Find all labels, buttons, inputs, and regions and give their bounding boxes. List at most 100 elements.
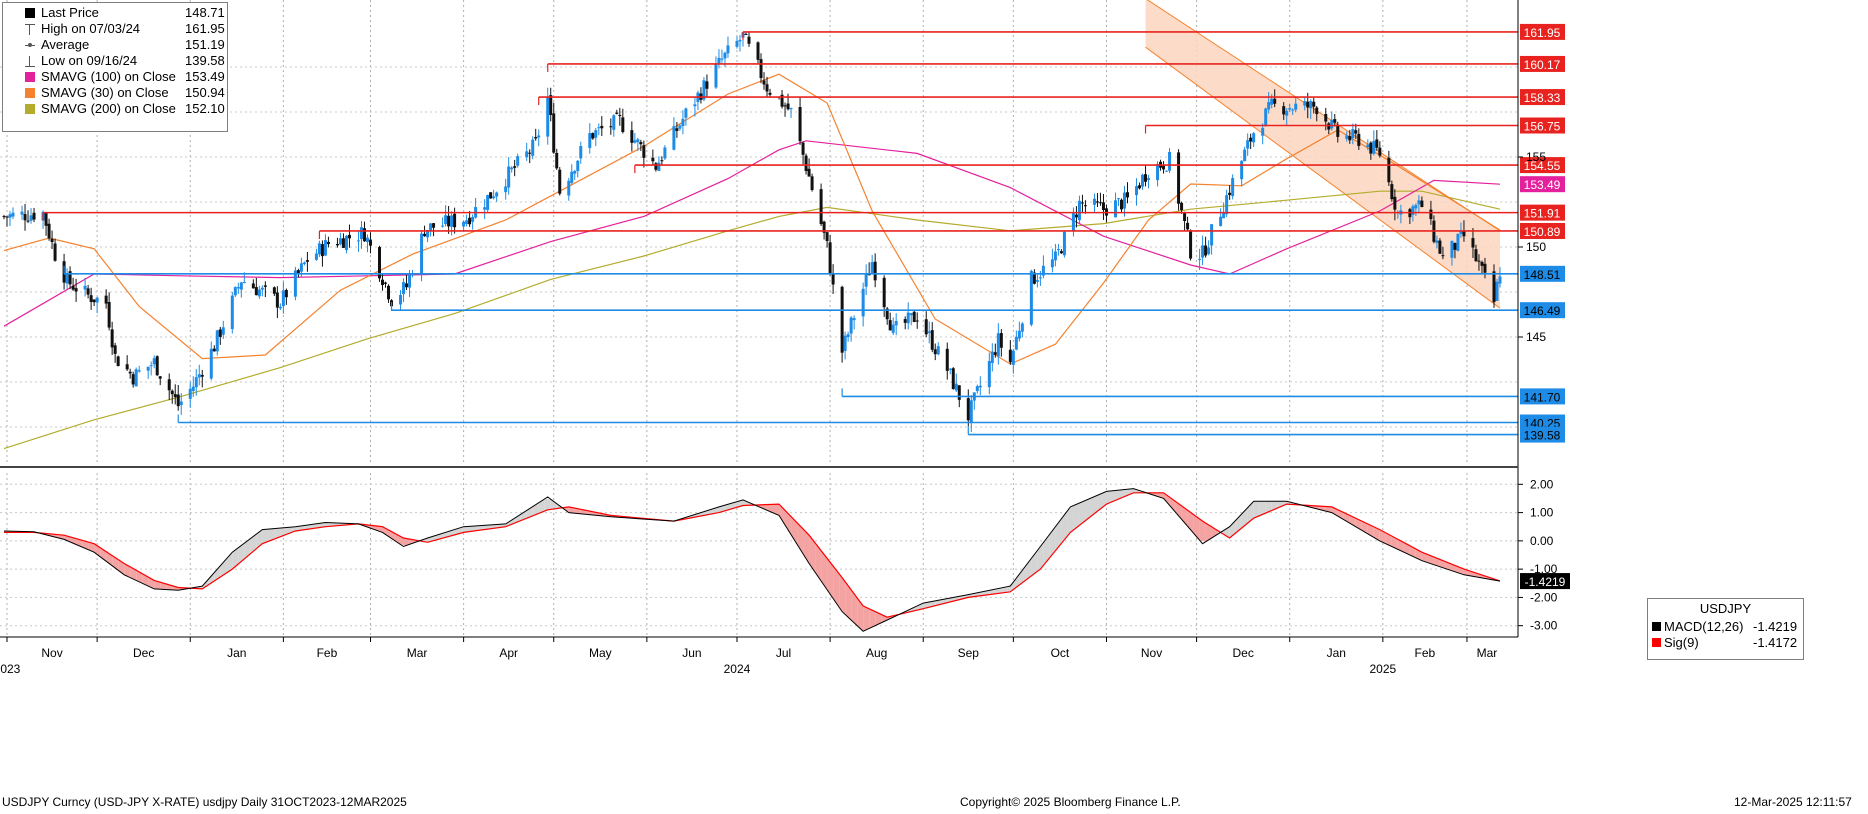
candle-up [996, 333, 1000, 357]
macd-fill-band [568, 506, 575, 514]
candle-up [365, 237, 369, 242]
legend-label: Average [41, 37, 90, 52]
macd-fill-band [1253, 501, 1260, 519]
candle-down [609, 126, 613, 128]
macd-tick-label: -2.00 [1530, 590, 1558, 604]
macd-fill-band [1265, 501, 1272, 514]
candle-up [323, 240, 327, 256]
candle-up [1345, 135, 1349, 139]
candle-up [1246, 140, 1250, 149]
candle-up [1029, 270, 1033, 325]
candle-up [714, 63, 718, 88]
footer-ticker-info: USDJPY Curncy (USD-JPY X-RATE) usdjpy Da… [2, 795, 407, 809]
macd-fill-band [1175, 501, 1182, 520]
level-label-box [1520, 204, 1565, 221]
candle-down [110, 329, 114, 348]
candle-down [125, 364, 129, 370]
candle-up [891, 324, 895, 333]
macd-fill-band [742, 499, 749, 506]
candle-up [1240, 160, 1244, 180]
candle-up [242, 281, 246, 283]
macd-fill-band [1397, 539, 1404, 553]
candle-down [930, 330, 934, 350]
footer-copyright: Copyright© 2025 Bloomberg Finance L.P. [960, 795, 1181, 809]
channel-upper-line [1146, 0, 1501, 232]
candle-up [975, 386, 979, 392]
candle-up [293, 270, 297, 297]
level-label: 139.58 [1524, 429, 1561, 443]
candle-down [762, 80, 766, 85]
macd-fill-band [136, 570, 143, 584]
candle-up [1050, 259, 1054, 268]
legend-value: 152.10 [185, 101, 225, 116]
red-square-icon [1652, 638, 1661, 647]
level-label-box [1520, 157, 1565, 174]
candle-down [1144, 174, 1148, 182]
macd-fill-band [1025, 558, 1032, 581]
candle-down [1098, 202, 1102, 204]
candle-up [233, 287, 237, 296]
candle-up [152, 358, 156, 365]
candle-down [651, 157, 655, 162]
candle-up [1135, 186, 1139, 196]
candle-up [525, 151, 529, 158]
candle-down [819, 189, 823, 225]
candle-up [1225, 195, 1229, 215]
candle-down [1474, 249, 1478, 262]
month-label: Sep [958, 646, 980, 660]
month-label: Jun [682, 646, 701, 660]
signal-line [4, 492, 1501, 618]
candle-up [1291, 109, 1295, 111]
candle-up [402, 282, 406, 295]
candle-up [1168, 151, 1172, 171]
level-label: 158.33 [1524, 91, 1561, 105]
candle-up [633, 140, 637, 143]
year-label: 2024 [724, 662, 751, 676]
candle-up [1219, 216, 1223, 226]
candle-down [951, 368, 955, 389]
macd-fill-band [863, 605, 870, 632]
candle-up [717, 57, 721, 64]
macd-fill-band [1097, 492, 1104, 512]
macd-fill-band [550, 499, 557, 510]
candle-up [594, 130, 598, 138]
candle-down [528, 152, 532, 154]
macd-fill-band [803, 528, 810, 564]
candle-up [507, 166, 511, 188]
candle-down [675, 128, 679, 131]
candle-up [149, 365, 153, 367]
macd-fill-band [544, 498, 551, 511]
candle-down [1312, 101, 1316, 107]
candle-down [945, 348, 949, 371]
candle-down [381, 279, 385, 285]
candle-up [65, 273, 69, 284]
year-label: 2025 [1369, 662, 1396, 676]
month-label: May [589, 646, 612, 660]
candle-up [948, 368, 952, 370]
macd-fill-band [1385, 532, 1392, 547]
macd-panel [3, 488, 1501, 632]
candle-down [468, 217, 472, 225]
candle-down [915, 320, 919, 322]
footer-timestamp: 12-Mar-2025 12:11:57 [1734, 795, 1852, 809]
month-label: Mar [407, 646, 428, 660]
macd-fill-band [298, 525, 305, 531]
candle-down [1180, 202, 1184, 211]
candle-down [705, 81, 709, 89]
macd-fill-band [869, 608, 876, 629]
candle-down [1083, 205, 1087, 207]
legend-label: Low on 09/16/24 [41, 53, 138, 68]
candle-up [1198, 258, 1202, 260]
candle-up [1141, 174, 1145, 187]
macd-fill-band [1049, 526, 1056, 559]
candle-down [47, 223, 51, 239]
candle-down [957, 385, 961, 400]
candle-up [209, 348, 213, 379]
macd-fill-band [857, 597, 864, 632]
candle-down [828, 242, 832, 275]
macd-legend-title: USDJPY [1699, 601, 1752, 616]
candle-down [1375, 139, 1379, 148]
candle-down [639, 141, 643, 145]
candle-down [1429, 209, 1433, 220]
